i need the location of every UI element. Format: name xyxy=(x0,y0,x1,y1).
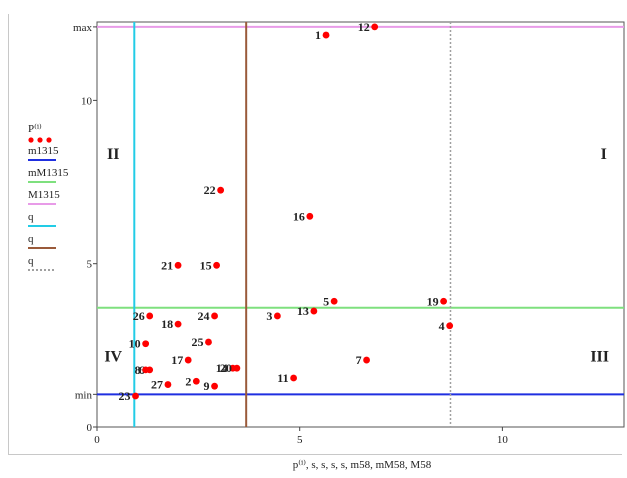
plot-area xyxy=(96,21,625,428)
point-label: 7 xyxy=(356,353,362,367)
point-label: 25 xyxy=(191,335,203,349)
point-label: 16 xyxy=(293,209,305,223)
point-13 xyxy=(310,307,318,315)
point-7 xyxy=(363,356,370,364)
point-21 xyxy=(174,261,182,269)
y-tick-label: min xyxy=(75,389,93,401)
point-20 xyxy=(233,364,241,372)
point-label: 6 xyxy=(139,363,145,377)
point-label: 23 xyxy=(119,389,131,403)
point-9 xyxy=(211,382,218,390)
point-label: 9 xyxy=(204,379,210,393)
point-label: 11 xyxy=(277,371,288,385)
legend-label: mM1315 xyxy=(28,167,69,179)
plot-frame xyxy=(96,21,625,428)
point-label: 21 xyxy=(161,258,173,272)
quadrant-label: IV xyxy=(104,349,122,366)
legend-label: m1315 xyxy=(28,145,59,157)
point-label: 2 xyxy=(185,374,191,388)
reference-lines xyxy=(97,22,624,427)
point-17 xyxy=(184,356,192,364)
point-label: 17 xyxy=(171,353,183,367)
point-label: 27 xyxy=(151,378,163,392)
point-label: 3 xyxy=(266,309,272,323)
point-19 xyxy=(440,297,448,305)
point-label: 5 xyxy=(323,294,329,308)
quadrant-label: II xyxy=(107,146,119,163)
point-22 xyxy=(217,186,225,194)
point-2 xyxy=(192,377,200,385)
figure-border-bottom xyxy=(8,454,622,455)
point-24 xyxy=(211,312,218,320)
point-label: 10 xyxy=(129,337,141,351)
y-tick-label: 0 xyxy=(87,422,93,434)
x-tick-label: 0 xyxy=(94,434,100,446)
point-4 xyxy=(446,322,454,330)
legend-label: q xyxy=(28,211,34,223)
quadrant-label: III xyxy=(590,349,609,366)
legend-marker-dot xyxy=(37,137,43,143)
point-8 xyxy=(142,366,150,374)
point-10 xyxy=(142,340,150,348)
data-points: 1234567891011121314151617181920212223242… xyxy=(119,20,454,403)
point-label: 24 xyxy=(198,309,210,323)
point-label: 18 xyxy=(161,317,173,331)
legend-marker-dot xyxy=(46,137,52,143)
point-15 xyxy=(213,261,220,269)
point-label: 15 xyxy=(200,258,212,272)
point-label: 8 xyxy=(135,363,141,377)
point-12 xyxy=(371,23,379,31)
x-tick-label: 5 xyxy=(297,434,303,446)
point-label: 20 xyxy=(220,361,232,375)
point-25 xyxy=(205,338,212,346)
point-26 xyxy=(146,312,154,320)
x-tick-label: 10 xyxy=(497,434,509,446)
point-16 xyxy=(306,212,314,220)
x-axis-label: p⁽ⁱ⁾, s, s, s, s, m58, mM58, M58 xyxy=(293,459,432,471)
y-tick-label: max xyxy=(73,22,92,34)
point-18 xyxy=(174,320,182,328)
point-label: 13 xyxy=(297,304,309,318)
point-label: 22 xyxy=(204,183,216,197)
point-1 xyxy=(322,31,330,39)
point-3 xyxy=(273,312,281,320)
point-23 xyxy=(132,392,139,400)
legend-label: q xyxy=(28,255,34,267)
legend-label: M1315 xyxy=(28,189,60,201)
point-label: 4 xyxy=(439,319,445,333)
y-tick-label: 10 xyxy=(81,95,93,107)
point-27 xyxy=(164,381,172,388)
quadrant-label: I xyxy=(601,146,607,163)
legend-label: P⁽ⁱ⁾ xyxy=(28,123,42,135)
y-tick-label: 5 xyxy=(87,259,93,271)
point-label: 26 xyxy=(133,309,145,323)
point-label: 14 xyxy=(216,361,228,375)
axes: 0 5 10 0 min 5 10 max xyxy=(73,22,508,446)
figure-border-left xyxy=(8,14,9,454)
point-label: 1 xyxy=(315,28,321,42)
point-5 xyxy=(330,297,338,305)
legend-label: q xyxy=(28,233,34,245)
point-label: 12 xyxy=(358,20,370,34)
point-11 xyxy=(290,374,298,382)
point-label: 19 xyxy=(427,294,439,308)
legend-marker-dot xyxy=(28,137,34,143)
